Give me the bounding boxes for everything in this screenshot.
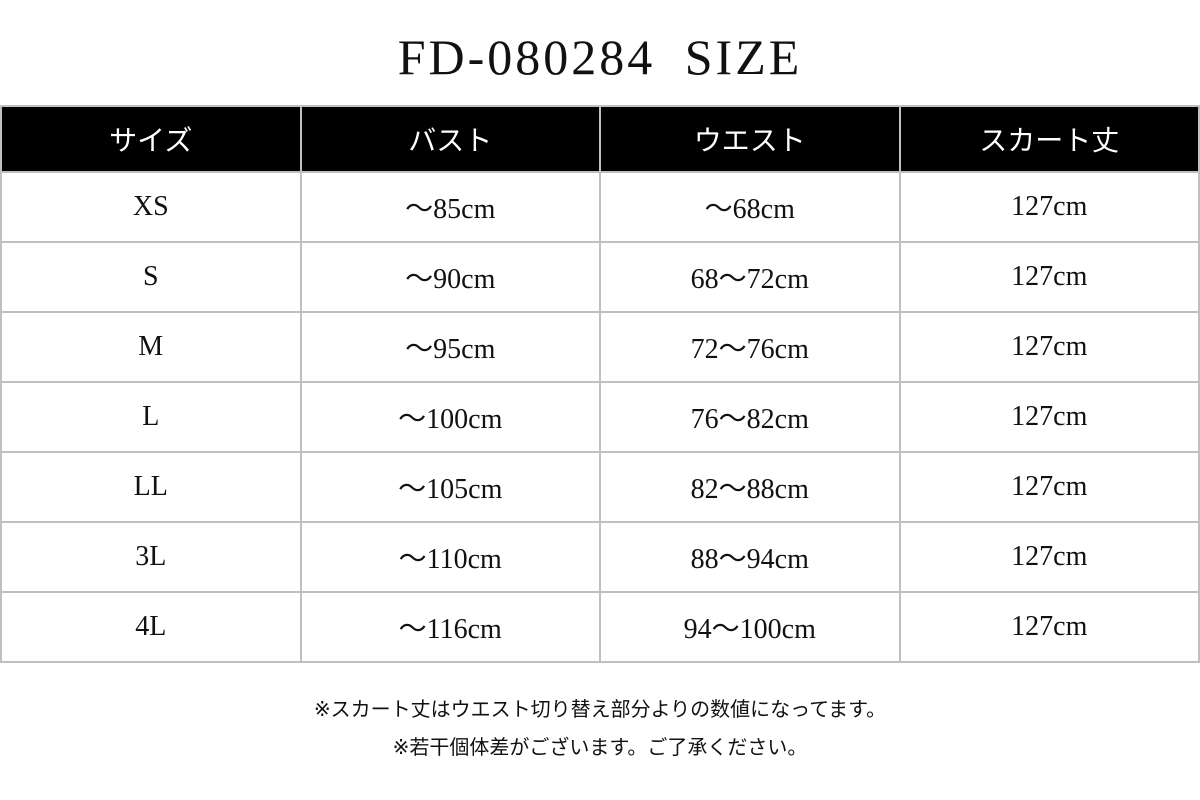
table-cell: ～95cm [299, 311, 601, 383]
table-cell: 127cm [898, 381, 1200, 453]
note-variance: ※若干個体差がございます。ご了承ください。 [392, 735, 808, 759]
column-header: ウエスト [599, 105, 901, 173]
notes: ※スカート丈はウエスト切り替え部分よりの数値になってます。 ※若干個体差がござい… [0, 690, 1200, 766]
table-row: M ～95cm 72～76cm 127cm [0, 311, 1200, 383]
table-cell: S [0, 241, 302, 313]
table-cell: 68～72cm [599, 241, 901, 313]
table-header-row: サイズ バスト ウエスト スカート丈 [0, 105, 1200, 173]
column-header: サイズ [0, 105, 302, 173]
table-cell: 72～76cm [599, 311, 901, 383]
table-row: 4L ～116cm 94～100cm 127cm [0, 591, 1200, 663]
table-cell: 3L [0, 521, 302, 593]
size-table: サイズ バスト ウエスト スカート丈 XS ～85cm ～68cm 127cm S ～90cm 6… [0, 105, 1200, 663]
table-cell: ～85cm [299, 171, 601, 243]
table-cell: XS [0, 171, 302, 243]
table-cell: 127cm [898, 521, 1200, 593]
table-cell: L [0, 381, 302, 453]
column-header: スカート丈 [898, 105, 1200, 173]
table-row: 3L ～110cm 88～94cm 127cm [0, 521, 1200, 593]
table-cell: ～68cm [599, 171, 901, 243]
table-cell: 127cm [898, 171, 1200, 243]
table-cell: ～100cm [299, 381, 601, 453]
table-cell: LL [0, 451, 302, 523]
table-cell: 127cm [898, 451, 1200, 523]
table-cell: ～116cm [299, 591, 601, 663]
page-title: FD-080284 SIZE [397, 29, 803, 85]
table-row: XS ～85cm ～68cm 127cm [0, 171, 1200, 243]
table-cell: 76～82cm [599, 381, 901, 453]
column-header: バスト [299, 105, 601, 173]
table-row: L ～100cm 76～82cm 127cm [0, 381, 1200, 453]
table-cell: ～105cm [299, 451, 601, 523]
table-cell: 4L [0, 591, 302, 663]
table-cell: 127cm [898, 311, 1200, 383]
table-cell: ～110cm [299, 521, 601, 593]
table-cell: 88～94cm [599, 521, 901, 593]
table-row: LL ～105cm 82～88cm 127cm [0, 451, 1200, 523]
note-skirt-length: ※スカート丈はウエスト切り替え部分よりの数値になってます。 [313, 697, 887, 721]
table-cell: 94～100cm [599, 591, 901, 663]
table-cell: 127cm [898, 241, 1200, 313]
table-row: S ～90cm 68～72cm 127cm [0, 241, 1200, 313]
table-cell: 127cm [898, 591, 1200, 663]
table-cell: M [0, 311, 302, 383]
table-cell: ～90cm [299, 241, 601, 313]
table-cell: 82～88cm [599, 451, 901, 523]
